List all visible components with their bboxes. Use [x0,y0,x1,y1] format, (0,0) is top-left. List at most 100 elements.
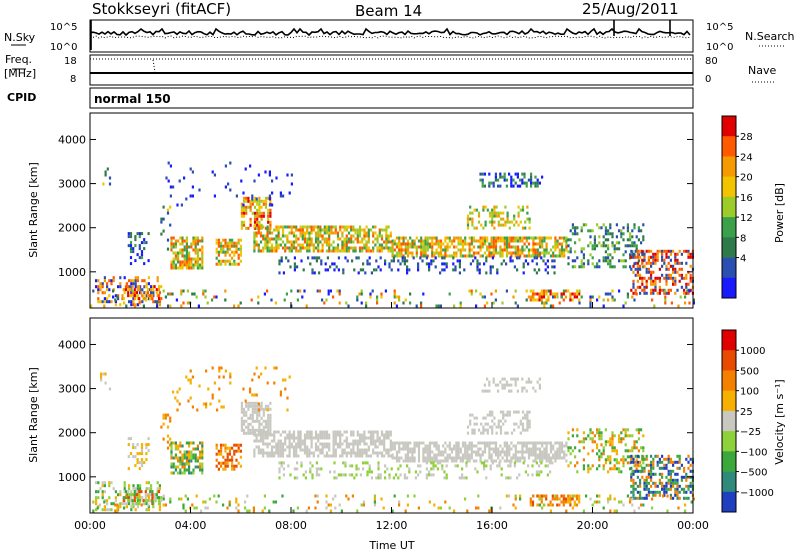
v-mark-1831 [634,463,637,467]
v-mark-404 [242,422,246,426]
v-mark-867 [387,454,390,458]
v-mark-300 [192,447,195,451]
v-mark-1508 [513,422,516,426]
p-mark-2207 [604,292,607,296]
v-mark-118 [154,499,157,503]
p-mark-390 [233,262,236,266]
p-mark-1052 [468,251,471,255]
v-mark-1759 [622,461,625,465]
v-mark-2097 [263,494,266,498]
p-mark-499 [269,211,272,215]
p-mark-207 [160,220,163,224]
v-mark-734 [339,430,342,434]
v-mark-596 [288,436,291,440]
v-mark-2104 [296,506,299,510]
v-mark-34 [108,484,111,488]
p-mark-713 [328,234,331,238]
p-mark-1178 [523,254,526,258]
p-mark-1388 [463,268,466,272]
p-mark-2016 [687,291,690,295]
v-mark-599 [288,445,291,449]
v-mark-2285 [284,378,287,382]
v-mark-765 [350,454,353,458]
p-mark-1311 [346,259,349,263]
p-mark-45 [117,285,120,289]
p-mark-2106 [332,295,335,299]
p-mark-1262 [563,254,566,258]
p-mark-1243 [556,239,559,243]
v-mark-135 [127,499,130,503]
v-mark-1669 [587,452,590,456]
v-mark-1290 [311,473,314,477]
v-mark-1102 [494,441,498,445]
p-mark-2146 [435,304,438,308]
p-mark-177 [129,247,133,251]
p-mark-1477 [491,217,494,221]
p-mark-2064 [191,292,194,296]
p-mark-586 [284,234,287,238]
v-mark-201 [140,461,144,465]
p-mark-389 [233,259,236,263]
p-mark-1782 [629,238,632,242]
p-mark-733 [334,249,337,253]
v-mark-746 [343,430,346,434]
p-mark-257 [181,242,184,246]
p-mark-829 [372,231,375,235]
v-mark-882 [393,447,396,451]
v-mark-1574 [525,389,528,393]
p-mark-1263 [565,236,568,240]
p-mark-1054 [470,236,473,240]
v-mark-1197 [536,456,539,460]
v-mark-951 [424,459,427,463]
p-mark-920 [406,254,410,258]
v-mark-583 [281,451,285,455]
v-mark-886 [395,453,399,457]
p-mark-1254 [560,245,564,249]
v-mark-1328 [368,467,371,471]
v-mark-2156 [488,509,491,513]
v-mark-400 [242,407,246,411]
v-mark-1580 [536,380,539,384]
p-mark-2094 [299,289,302,293]
v-mark-1195 [536,447,539,451]
p-mark-174 [129,235,133,239]
v-mark-709 [328,445,331,449]
p-mark-492 [267,217,270,221]
p-mark-834 [374,225,377,229]
p-mark-1804 [637,238,640,242]
p-mark-366 [224,262,227,266]
v-mark-714 [332,433,335,437]
p-mark-2272 [251,197,254,201]
v-mark-823 [372,436,375,440]
v-mark-1951 [667,487,670,491]
v-mark-220 [166,434,170,438]
v-mark-1312 [348,473,351,477]
p-mark-926 [411,242,414,246]
velocity-colorbar-seg-2 [722,370,736,391]
v-mark-783 [356,451,359,455]
v-mark-1992 [678,484,681,488]
p-mark-197 [140,253,144,257]
p-mark-1212 [538,251,542,255]
p-mark-564 [275,237,278,241]
v-mark-254 [179,441,182,445]
p-mark-699 [323,228,326,232]
v-mark-108 [150,484,153,488]
p-mark-1163 [516,251,520,255]
p-mark-1026 [457,236,460,240]
v-mark-643 [303,448,307,452]
v-mark-1908 [656,454,659,458]
v-mark-610 [292,439,296,443]
v-mark-384 [237,446,240,450]
v-mark-1021 [457,441,460,445]
p-mark-2279 [268,194,271,198]
velocity-xtick-label-6: 00:00 [677,519,709,532]
v-mark-1760 [622,464,625,468]
v-mark-1985 [676,490,679,494]
v-mark-405 [242,428,246,432]
p-mark-1472 [488,214,492,218]
p-mark-1047 [466,254,469,258]
p-mark-1950 [665,291,668,295]
v-mark-385 [237,449,240,453]
p-mark-159 [151,294,154,298]
